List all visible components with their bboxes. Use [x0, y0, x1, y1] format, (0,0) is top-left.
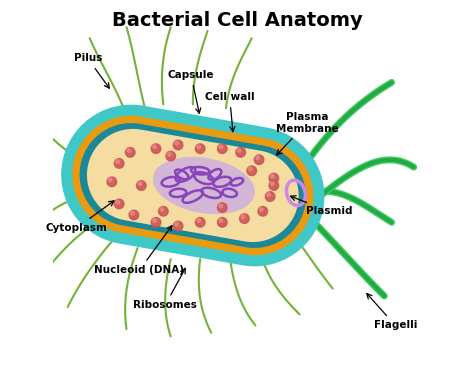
Circle shape — [116, 160, 119, 163]
Text: Capsule: Capsule — [168, 70, 214, 113]
Circle shape — [173, 140, 183, 150]
Circle shape — [195, 144, 205, 154]
Circle shape — [271, 174, 274, 178]
Text: Bacterial Cell Anatomy: Bacterial Cell Anatomy — [111, 11, 363, 30]
Circle shape — [218, 144, 227, 154]
Circle shape — [256, 156, 259, 160]
Circle shape — [151, 217, 161, 227]
Polygon shape — [87, 129, 299, 242]
Circle shape — [269, 181, 279, 190]
Circle shape — [247, 166, 256, 175]
Circle shape — [160, 208, 164, 211]
Circle shape — [197, 145, 201, 149]
Circle shape — [218, 217, 227, 227]
Circle shape — [195, 217, 205, 227]
Circle shape — [269, 173, 279, 183]
Circle shape — [166, 151, 175, 161]
Circle shape — [237, 149, 241, 152]
Circle shape — [153, 145, 156, 149]
Text: Pilus: Pilus — [73, 53, 109, 88]
Circle shape — [114, 159, 124, 168]
Circle shape — [175, 222, 178, 226]
Circle shape — [159, 207, 168, 216]
Circle shape — [153, 219, 156, 222]
Circle shape — [265, 192, 275, 201]
Polygon shape — [112, 126, 244, 230]
Circle shape — [127, 149, 130, 152]
Polygon shape — [61, 105, 324, 266]
Circle shape — [138, 182, 142, 186]
Circle shape — [241, 215, 245, 219]
Circle shape — [175, 141, 178, 145]
Polygon shape — [72, 116, 313, 255]
Circle shape — [248, 167, 252, 171]
Circle shape — [255, 155, 264, 164]
Circle shape — [271, 182, 274, 186]
Circle shape — [167, 152, 171, 156]
Circle shape — [197, 219, 201, 222]
Circle shape — [137, 181, 146, 190]
Circle shape — [239, 214, 249, 223]
Text: Nucleoid (DNA): Nucleoid (DNA) — [94, 226, 184, 275]
Circle shape — [219, 219, 223, 222]
Circle shape — [130, 211, 134, 215]
Text: Cytoplasm: Cytoplasm — [46, 201, 114, 233]
Text: Flagelli: Flagelli — [367, 293, 417, 331]
Circle shape — [126, 148, 135, 157]
Text: Plasma
Membrane: Plasma Membrane — [276, 112, 338, 155]
Circle shape — [219, 145, 223, 149]
Circle shape — [116, 200, 119, 204]
Circle shape — [236, 148, 246, 157]
Text: Cell wall: Cell wall — [205, 92, 255, 132]
Ellipse shape — [153, 157, 255, 214]
Circle shape — [267, 193, 271, 197]
Circle shape — [173, 221, 183, 231]
Circle shape — [129, 210, 139, 220]
Circle shape — [109, 178, 112, 182]
Polygon shape — [80, 123, 306, 248]
Circle shape — [259, 208, 263, 211]
Text: Ribosomes: Ribosomes — [133, 268, 197, 310]
Circle shape — [258, 207, 267, 216]
Circle shape — [218, 203, 227, 212]
Circle shape — [151, 144, 161, 154]
Text: Plasmid: Plasmid — [291, 196, 352, 216]
Circle shape — [114, 199, 124, 209]
Circle shape — [107, 177, 117, 187]
Circle shape — [219, 204, 223, 208]
